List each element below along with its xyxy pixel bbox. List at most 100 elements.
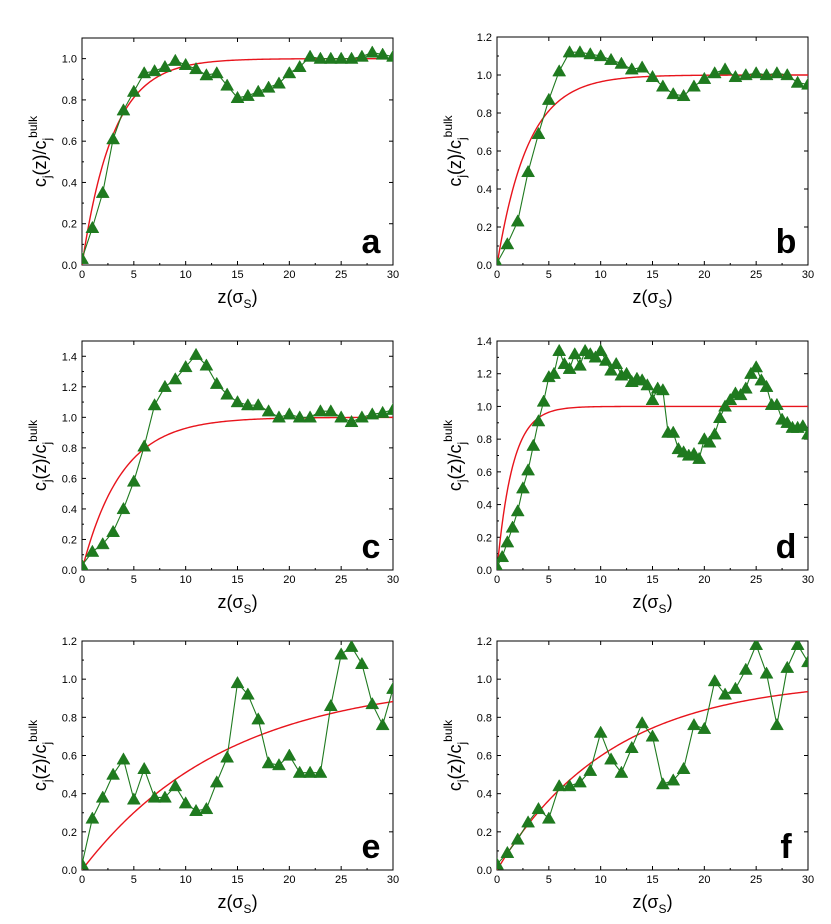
data-point [497, 256, 503, 265]
x-tick-label: 5 [131, 574, 137, 586]
data-point [604, 52, 618, 65]
data-point [531, 126, 546, 140]
data-point [609, 356, 624, 370]
plot-frame [81, 37, 394, 266]
data-point [375, 47, 390, 60]
x-tick-label: 30 [802, 269, 814, 281]
data-point [354, 49, 369, 62]
y-tick-label: 1.0 [477, 401, 492, 413]
data-point [209, 376, 224, 389]
data-point [780, 660, 795, 673]
data-point [497, 857, 504, 870]
data-point [515, 481, 530, 494]
data-point [702, 435, 717, 448]
data-point [676, 88, 691, 102]
y-tick-label: 0.8 [477, 712, 492, 724]
y-axis-title: cj(z)/cjbulk [26, 419, 54, 491]
data-point [562, 779, 577, 792]
x-tick-label: 20 [283, 874, 295, 886]
y-tick-label: 1.2 [477, 636, 492, 648]
panel-c: 0 5 10 15 20 25 30 0.0 0.2 0.4 0.6 0.8 1.0 1.2 1.4 z(σS… [26, 340, 399, 616]
data-point [147, 64, 162, 77]
data-point [790, 641, 805, 650]
panel-f: 0 5 10 15 20 25 30 0.0 0.2 0.4 0.6 0.8 1.0 1.2 z(σS) cj… [441, 636, 814, 916]
y-tick-label: 0.6 [62, 751, 77, 763]
plot-frame [81, 340, 394, 571]
y-tick-label: 1.0 [62, 54, 77, 66]
data-point [189, 347, 203, 360]
x-tick-label: 0 [79, 269, 85, 281]
plot-frame [81, 640, 394, 871]
simulation-line [82, 353, 393, 566]
data-point [640, 378, 655, 391]
data-point [230, 395, 245, 408]
y-tick-label: 0.2 [62, 827, 77, 839]
y-tick-label: 0.2 [477, 532, 492, 544]
y-axis-title: cj(z)/cjbulk [26, 719, 54, 791]
x-tick-label: 15 [646, 874, 658, 886]
data-point [126, 474, 141, 487]
fit-curve [82, 57, 393, 265]
data-point [769, 66, 784, 79]
panel-letter: b [776, 223, 797, 261]
data-point [718, 399, 732, 412]
y-tick-label: 0.2 [62, 534, 77, 546]
data-point [251, 712, 266, 725]
data-point [158, 59, 172, 73]
data-point [759, 67, 774, 81]
data-point [292, 59, 307, 73]
data-point [666, 425, 681, 438]
data-point [614, 56, 629, 69]
data-point [655, 79, 670, 92]
y-tick-label: 1.2 [62, 382, 77, 394]
data-point [687, 717, 701, 731]
data-point [505, 520, 520, 533]
data-point [189, 803, 203, 816]
data-point [780, 67, 795, 81]
y-tick-label: 0.4 [477, 184, 492, 196]
data-point [303, 765, 317, 778]
data-point [261, 80, 276, 93]
data-point [323, 51, 338, 64]
x-tick-label: 0 [494, 874, 500, 886]
data-point [240, 687, 255, 700]
data-point [619, 366, 634, 379]
data-point [375, 405, 390, 418]
x-tick-label: 30 [802, 574, 814, 586]
x-axis-title: z(σS) [217, 892, 257, 916]
data-point [801, 77, 808, 90]
data-point [645, 392, 660, 406]
data-point [158, 379, 172, 392]
data-point [116, 103, 131, 116]
y-tick-label: 0.8 [62, 443, 77, 455]
data-point [292, 410, 307, 423]
x-tick-label: 20 [283, 574, 295, 586]
data-point [666, 86, 681, 100]
y-tick-label: 0.4 [62, 177, 77, 189]
data-point [354, 656, 369, 670]
data-point [531, 414, 546, 427]
data-point [500, 535, 515, 548]
y-tick-label: 0.2 [477, 222, 492, 234]
data-point [614, 765, 629, 778]
x-tick-label: 15 [646, 574, 658, 586]
data-point [573, 45, 587, 58]
data-point [635, 716, 650, 729]
y-tick-label: 0.4 [62, 504, 77, 516]
data-point [497, 559, 503, 570]
data-point [386, 681, 393, 694]
data-point [604, 363, 618, 376]
x-tick-label: 20 [283, 269, 295, 281]
x-tick-label: 5 [546, 574, 552, 586]
data-point [386, 49, 393, 62]
data-point [365, 45, 380, 58]
data-point [220, 387, 235, 400]
data-point [199, 358, 214, 371]
y-tick-label: 0.4 [477, 500, 492, 512]
x-tick-label: 25 [750, 874, 762, 886]
y-tick-label: 0.0 [477, 565, 492, 577]
x-tick-label: 10 [595, 874, 607, 886]
y-tick-label: 0.0 [477, 260, 492, 272]
x-tick-label: 25 [335, 574, 347, 586]
data-point [521, 164, 536, 178]
